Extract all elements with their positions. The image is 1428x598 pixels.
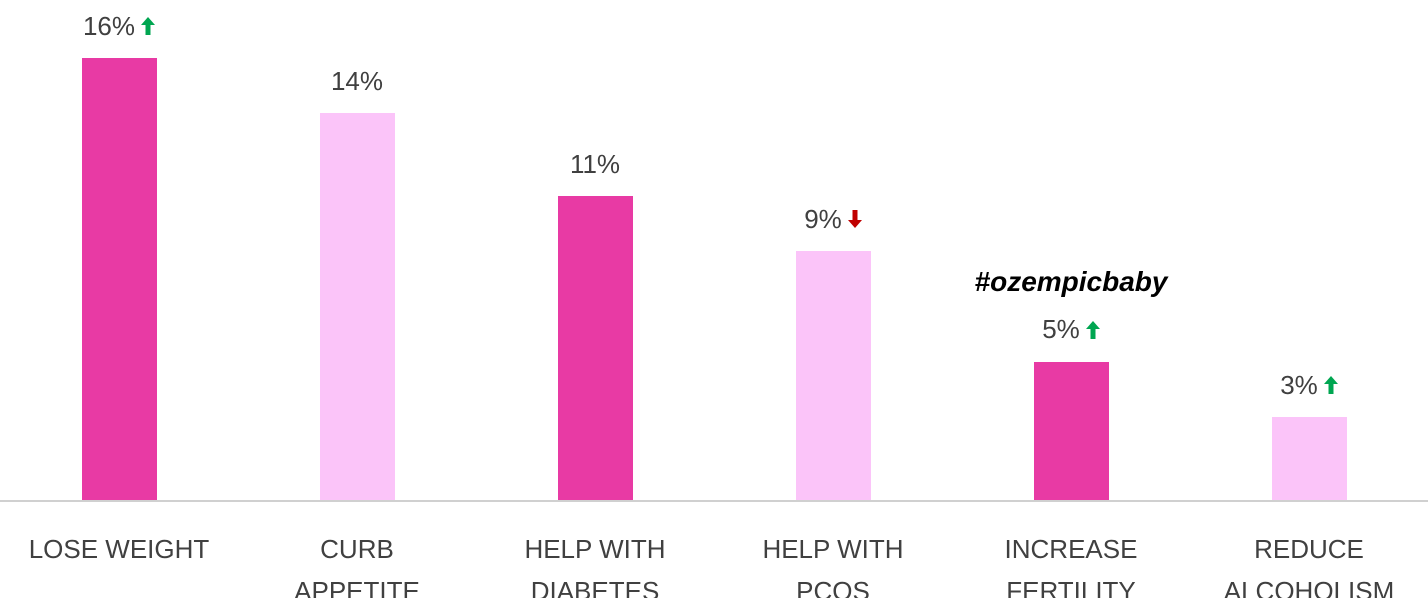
bar [557, 196, 633, 500]
x-tick-label: CURB APPETITE [294, 534, 420, 598]
value-label: 11% [569, 148, 621, 179]
bar [1271, 417, 1347, 500]
bar [319, 113, 395, 500]
annotation: #ozempicbaby [974, 265, 1168, 297]
baseline [0, 500, 1428, 502]
value-label-group: 16% [19, 10, 219, 42]
x-tick-label: REDUCE ALCOHOLISM [1223, 534, 1395, 598]
value-label-group: 9% [733, 203, 933, 235]
value-label: 9% [804, 203, 842, 234]
bar [795, 251, 871, 500]
x-tick-label: HELP WITH PCOS [762, 534, 904, 598]
x-tick-label: HELP WITH DIABETES [524, 534, 666, 598]
trend-arrow [1085, 320, 1100, 339]
trend-arrow [847, 210, 862, 229]
value-label: 14% [330, 65, 384, 96]
trend-arrow-shape [1085, 320, 1100, 339]
x-tick-label: INCREASE FERTILITY [1004, 534, 1138, 598]
value-label-group: 14% [257, 65, 457, 97]
bar [81, 58, 157, 500]
x-tick-label: LOSE WEIGHT [28, 534, 210, 564]
trend-arrow-shape [1323, 376, 1338, 395]
bar [1033, 361, 1109, 500]
value-label: 3% [1280, 369, 1318, 400]
value-label: 16% [82, 10, 136, 41]
value-label: 5% [1042, 314, 1080, 345]
trend-arrow [1323, 376, 1338, 395]
trend-arrow [141, 17, 156, 35]
value-label-group: 3% [1209, 369, 1409, 401]
value-label-group: 11% [495, 148, 695, 180]
trend-arrow-shape [141, 17, 156, 35]
value-label-group: 5% [971, 314, 1171, 346]
trend-arrow-shape [847, 210, 862, 229]
